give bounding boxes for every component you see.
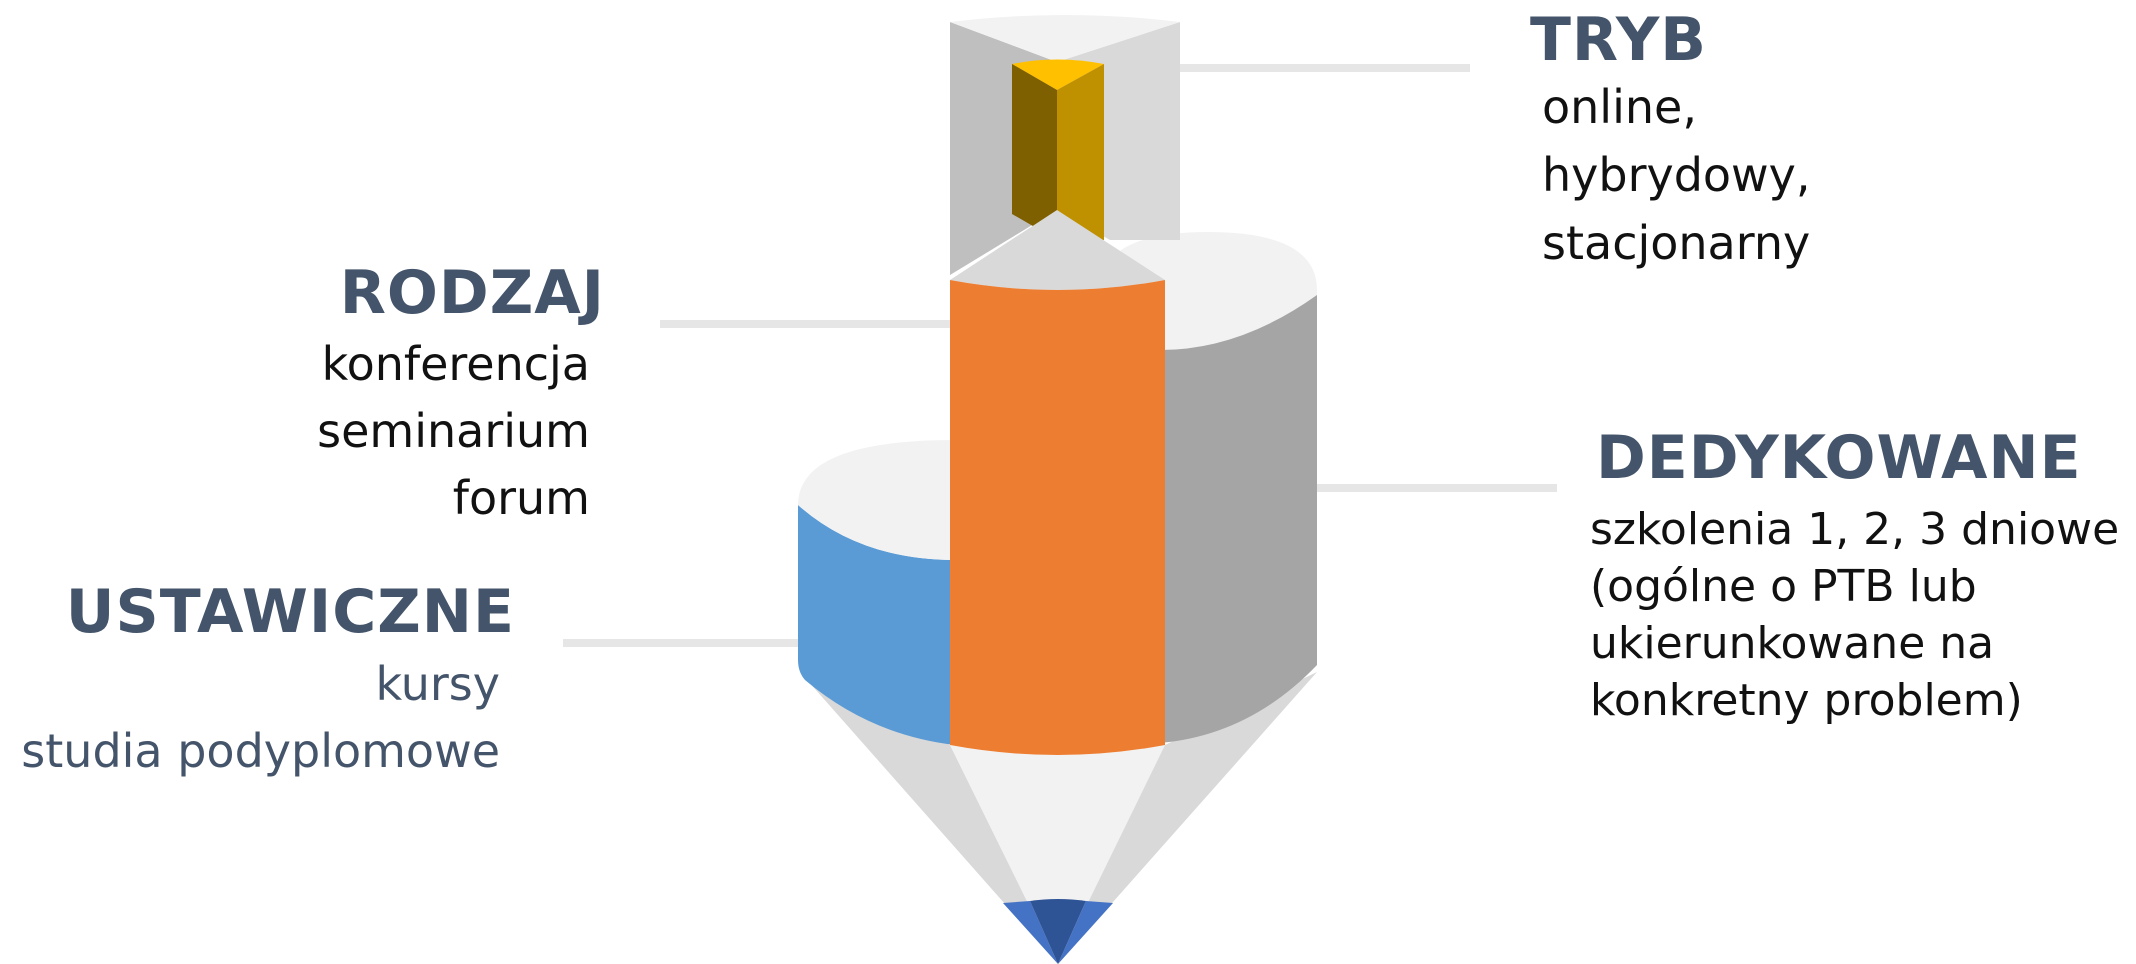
list-item: (ogólne o PTB lub	[1590, 561, 1977, 612]
cone-right-face	[1058, 672, 1317, 964]
connector-lines	[563, 64, 1557, 647]
top-ferrule	[950, 15, 1180, 290]
list-item: konferencja	[321, 337, 590, 391]
orange-body	[950, 280, 1165, 755]
ferrule-transition-cap	[950, 210, 1165, 290]
category-tryb: TRYB online, hybrydowy, stacjonarny	[1530, 10, 1811, 288]
category-rodzaj: RODZAJ konferencja seminarium forum	[240, 263, 605, 542]
orange-body-front	[950, 280, 1165, 755]
category-title-tryb: TRYB	[1530, 5, 1708, 75]
pencil-cone	[800, 672, 1317, 964]
ferrule-top-face	[950, 15, 1180, 62]
list-item: studia podyplomowe	[21, 724, 500, 778]
gold-core-top	[1012, 59, 1104, 90]
list-item: kursy	[375, 657, 500, 711]
cone-front-face	[950, 745, 1165, 964]
category-list-rodzaj: konferencja seminarium forum	[240, 341, 590, 521]
list-item: stacjonarny	[1542, 216, 1811, 270]
lead-tip-right	[1058, 901, 1113, 964]
list-item: online,	[1542, 80, 1697, 134]
list-item: konkretny problem)	[1590, 675, 2023, 726]
list-item: ukierunkowane na	[1590, 618, 1995, 669]
lead-tip-left	[1003, 901, 1058, 964]
category-title-dedykowane: DEDYKOWANE	[1596, 423, 2082, 493]
list-item: hybrydowy,	[1542, 148, 1811, 202]
blue-cylinder	[798, 440, 955, 745]
cone-left-face	[800, 672, 1058, 964]
category-title-rodzaj: RODZAJ	[339, 258, 605, 328]
list-item: seminarium	[317, 404, 590, 458]
category-list-dedykowane: szkolenia 1, 2, 3 dniowe (ogólne o PTB l…	[1590, 508, 2119, 723]
gold-core-right	[1057, 64, 1104, 240]
blue-cylinder-top	[798, 440, 955, 560]
list-item: forum	[452, 471, 590, 525]
category-dedykowane: DEDYKOWANE szkolenia 1, 2, 3 dniowe (ogó…	[1590, 423, 2119, 736]
category-ustawiczne: USTAWICZNE kursy studia podyplomowe	[10, 582, 515, 795]
list-item: szkolenia 1, 2, 3 dniowe	[1590, 504, 2120, 555]
gold-core-left	[1012, 64, 1057, 240]
category-title-ustawiczne: USTAWICZNE	[65, 577, 515, 647]
blue-cylinder-side	[798, 505, 955, 745]
category-list-ustawiczne: kursy studia podyplomowe	[10, 661, 500, 774]
gray-cylinder-side	[1130, 290, 1317, 743]
lead-tip-center	[1030, 899, 1086, 964]
category-list-tryb: online, hybrydowy, stacjonarny	[1542, 84, 1811, 266]
